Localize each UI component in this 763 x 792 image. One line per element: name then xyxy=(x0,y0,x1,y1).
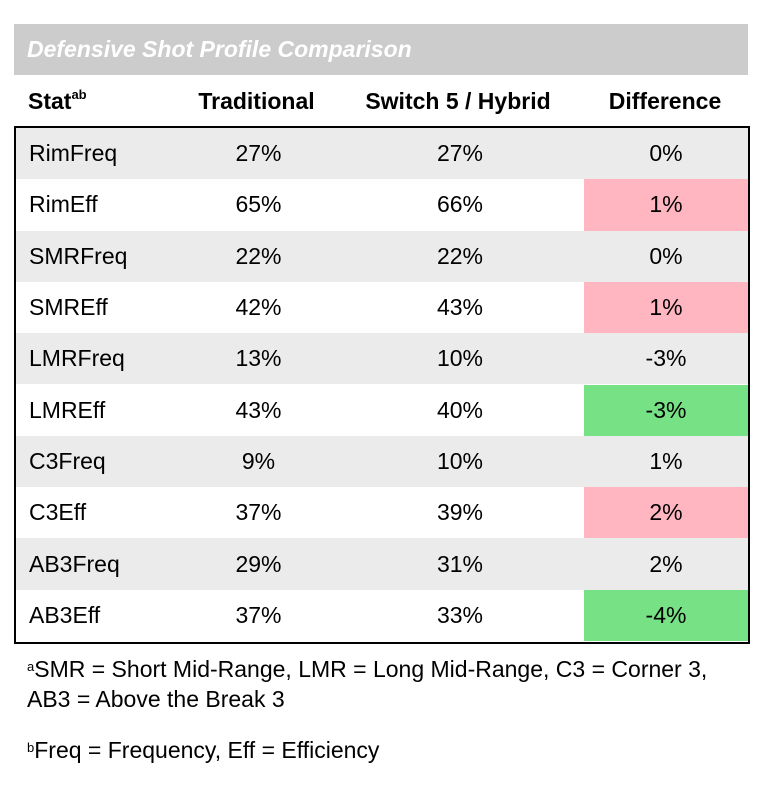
footnote-b: bFreq = Frequency, Eff = Efficiency xyxy=(27,735,727,765)
cell-stat: C3Eff xyxy=(29,499,87,526)
table-row: RimEff 65% 66% 1% xyxy=(16,179,748,231)
table-row: LMREff 43% 40% -3% xyxy=(16,384,748,436)
table-header-row: Statab Traditional Switch 5 / Hybrid Dif… xyxy=(14,76,748,126)
cell-stat: RimEff xyxy=(29,191,98,218)
cell-stat: RimFreq xyxy=(29,140,118,167)
cell-traditional: 43% xyxy=(235,396,282,423)
cell-difference: -4% xyxy=(584,589,748,641)
table-title: Defensive Shot Profile Comparison xyxy=(14,24,748,75)
cell-switch-hybrid: 22% xyxy=(436,242,484,269)
cell-stat: AB3Eff xyxy=(29,601,101,628)
cell-stat: AB3Freq xyxy=(29,550,120,577)
cell-difference: 2% xyxy=(649,550,683,577)
footnote-a-text: SMR = Short Mid-Range, LMR = Long Mid-Ra… xyxy=(27,656,708,712)
table-row: C3Freq 9% 10% 1% xyxy=(16,435,748,488)
cell-switch-hybrid: 66% xyxy=(436,191,484,218)
table-row: AB3Eff 37% 33% -4% xyxy=(16,589,748,641)
cell-traditional: 13% xyxy=(235,345,282,372)
cell-difference: 2% xyxy=(584,487,748,539)
table-row: SMREff 42% 43% 1% xyxy=(16,281,748,334)
cell-traditional: 37% xyxy=(235,499,282,526)
cell-switch-hybrid: 31% xyxy=(436,550,484,577)
footnote-b-text: Freq = Frequency, Eff = Efficiency xyxy=(34,737,380,763)
cell-difference: 0% xyxy=(649,242,683,269)
cell-difference: 1% xyxy=(649,447,683,474)
header-switch-hybrid: Switch 5 / Hybrid xyxy=(365,88,551,114)
cell-traditional: 27% xyxy=(235,140,282,167)
cell-switch-hybrid: 43% xyxy=(436,294,484,321)
cell-switch-hybrid: 39% xyxy=(436,499,484,526)
cell-traditional: 65% xyxy=(235,191,282,218)
table-row: RimFreq 27% 27% 0% xyxy=(16,128,748,180)
cell-switch-hybrid: 10% xyxy=(436,447,484,474)
table-row: SMRFreq 22% 22% 0% xyxy=(16,230,748,282)
header-difference: Difference xyxy=(608,88,722,114)
cell-traditional: 42% xyxy=(235,294,282,321)
cell-traditional: 22% xyxy=(235,242,282,269)
footnote-a: aSMR = Short Mid-Range, LMR = Long Mid-R… xyxy=(27,654,727,714)
header-stat: Statab xyxy=(28,76,87,126)
header-stat-label: Stat xyxy=(28,88,72,114)
data-table: RimFreq 27% 27% 0% RimEff 65% 66% 1% SMRFreq 22% 2… xyxy=(14,126,750,644)
cell-stat: SMREff xyxy=(29,294,108,321)
cell-switch-hybrid: 40% xyxy=(436,396,484,423)
cell-difference: -3% xyxy=(584,384,748,436)
cell-switch-hybrid: 27% xyxy=(436,140,484,167)
table-row: C3Eff 37% 39% 2% xyxy=(16,487,748,539)
cell-stat: SMRFreq xyxy=(29,242,128,269)
cell-traditional: 29% xyxy=(235,550,282,577)
header-stat-footnote-mark: ab xyxy=(71,87,87,102)
table-row: LMRFreq 13% 10% -3% xyxy=(16,333,748,385)
footnote-b-mark: b xyxy=(27,740,35,755)
cell-switch-hybrid: 33% xyxy=(436,601,484,628)
table-row: AB3Freq 29% 31% 2% xyxy=(16,538,748,590)
cell-difference: -3% xyxy=(645,345,687,372)
cell-difference: 1% xyxy=(584,179,748,231)
footnote-a-mark: a xyxy=(27,659,35,674)
cell-difference: 0% xyxy=(649,140,683,167)
cell-stat: LMRFreq xyxy=(29,345,125,372)
header-traditional: Traditional xyxy=(198,88,315,114)
cell-stat: LMREff xyxy=(29,396,106,423)
cell-switch-hybrid: 10% xyxy=(436,345,484,372)
cell-difference: 1% xyxy=(584,281,748,334)
cell-stat: C3Freq xyxy=(29,447,106,474)
cell-traditional: 9% xyxy=(241,447,276,474)
cell-traditional: 37% xyxy=(235,601,282,628)
